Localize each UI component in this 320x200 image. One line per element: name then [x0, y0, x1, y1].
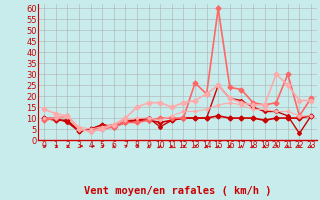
- Text: Vent moyen/en rafales ( km/h ): Vent moyen/en rafales ( km/h ): [84, 186, 271, 196]
